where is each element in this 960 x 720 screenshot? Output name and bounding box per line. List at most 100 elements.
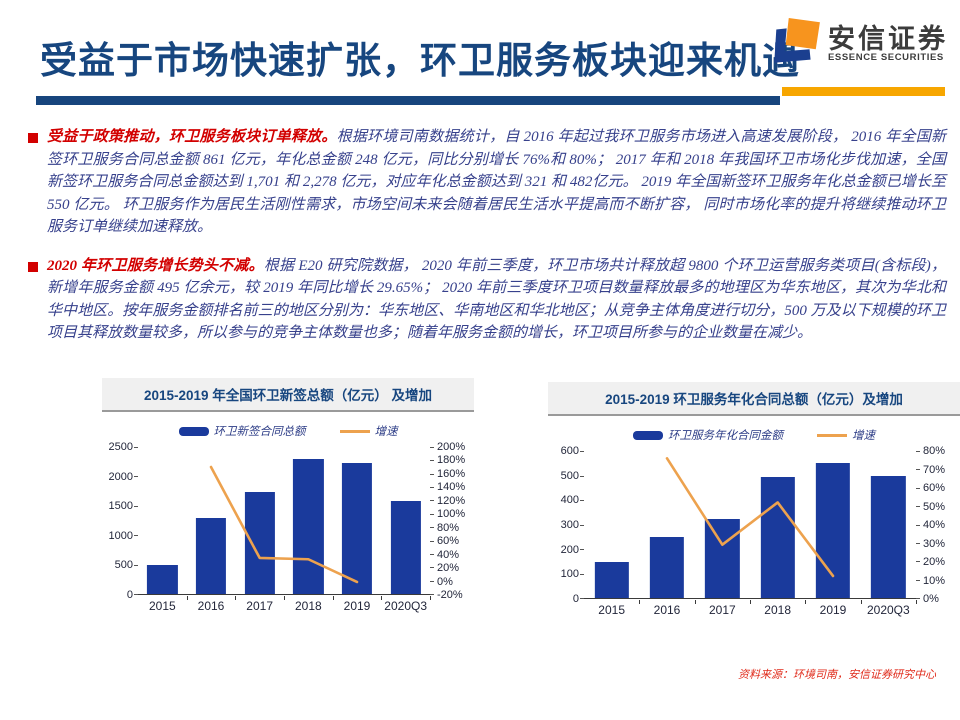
y-axis-tick: 300	[560, 519, 579, 531]
y2-axis-tick-mark	[916, 506, 920, 508]
y2-axis-tick: 80%	[437, 521, 460, 534]
x-axis-label: 2020Q3	[866, 603, 910, 617]
x-axis-label: 2017	[246, 599, 274, 613]
bullet-lead: 2020 年环卫服务增长势头不减。	[47, 257, 264, 274]
growth-line	[584, 451, 916, 598]
y-axis-tick-mark	[580, 549, 584, 550]
essence-securities-logo-icon	[774, 18, 820, 63]
legend-label: 环卫服务年化合同金额	[668, 430, 783, 442]
x-axis-tick-mark	[332, 596, 334, 600]
y2-axis-tick-mark	[916, 561, 920, 563]
y-axis-tick-mark	[580, 598, 584, 599]
chart-new-signed-contracts: 2015-2019 年全国环卫新签总额（亿元） 及增加 环卫新签合同总额 增速 …	[102, 378, 474, 615]
bar	[871, 476, 906, 598]
bullet-square-icon	[28, 133, 38, 143]
chart-body: 0 100 200 300 400 500 600 0% 10% 20% 30% 40% 50% 60%…	[548, 445, 960, 605]
x-axis-label: 2019	[343, 599, 371, 613]
bullet-list: 受益于政策推动，环卫服务板块订单释放。根据环境司南数据统计，自 2016 年起过…	[28, 126, 946, 361]
x-axis-label: 2018	[294, 599, 322, 613]
y-axis-tick-mark	[134, 535, 138, 537]
y2-axis-tick: 180%	[437, 454, 466, 467]
y2-axis-tick-mark	[916, 542, 920, 544]
x-axis-tick-mark	[860, 600, 862, 604]
y-axis: 0 500 1000 1500 2000 2500	[102, 441, 138, 601]
x-axis-tick-mark	[694, 600, 696, 604]
y-axis-tick: 0	[126, 589, 133, 601]
x-axis-label: 2019	[819, 603, 847, 617]
x-axis-tick-mark	[916, 600, 917, 604]
y-axis-tick-mark	[134, 505, 138, 507]
chart-legend: 环卫服务年化合同金额 增速	[548, 427, 960, 443]
bullet-body: 根据环境司南数据统计，自 2016 年起过我环卫服务市场进入高速发展阶段， 20…	[47, 129, 946, 235]
y2-axis-tick: 60%	[923, 482, 946, 494]
chart-title: 2015-2019 环卫服务年化合同总额（亿元）及增加	[548, 382, 960, 416]
chart-title: 2015-2019 年全国环卫新签总额（亿元） 及增加	[102, 378, 474, 412]
x-axis-tick-mark	[284, 596, 285, 600]
y2-axis-tick-mark	[430, 447, 434, 448]
y2-axis-tick-mark	[430, 594, 434, 595]
bullet-item: 2020 年环卫服务增长势头不减。根据 E20 研究院数据， 2020 年前三季…	[28, 255, 946, 345]
y-axis-tick-mark	[134, 476, 138, 478]
legend-item-bar: 环卫新签合同总额	[178, 423, 306, 439]
essence-securities-logo: 安信证券 ESSENCE SECURITIES	[768, 16, 948, 72]
y-axis-tick-mark	[134, 564, 138, 566]
y2-axis-tick-mark	[430, 580, 434, 582]
y2-axis-tick-mark	[916, 524, 920, 526]
y-axis-tick: 1000	[108, 529, 133, 542]
y2-axis-tick: 60%	[437, 535, 460, 548]
y-axis: 0 100 200 300 400 500 600	[548, 445, 584, 605]
y-axis-tick: 500	[114, 559, 133, 572]
x-axis-label: 2017	[708, 603, 736, 617]
growth-line	[138, 447, 430, 594]
y2-axis-tick: 120%	[437, 494, 466, 507]
plot-area	[134, 447, 434, 600]
bar	[293, 459, 324, 594]
y2-axis-tick: 80%	[923, 445, 946, 457]
y-axis-tick-mark	[580, 573, 584, 575]
bar	[341, 462, 373, 594]
y2-axis-tick: 40%	[923, 519, 946, 531]
y-axis-tick: 100	[560, 568, 579, 581]
plot-area	[580, 451, 920, 604]
y2-axis-tick: 30%	[923, 537, 946, 550]
legend-label: 增速	[852, 430, 875, 442]
chart-body: 0 500 1000 1500 2000 2500 -20% 0% 20% 40% 60% 80% 1…	[102, 441, 474, 601]
x-axis-tick-mark	[381, 596, 383, 600]
bar	[649, 536, 685, 598]
y2-axis-tick-mark	[430, 513, 434, 515]
y2-axis-tick: 100%	[437, 508, 466, 521]
y2-axis-tick: 160%	[437, 467, 466, 480]
y2-axis-tick: 40%	[437, 548, 460, 561]
bullet-body: 根据 E20 研究院数据， 2020 年前三季度，环卫市场共计释放超 9800 …	[47, 257, 946, 342]
y-axis-tick-mark	[580, 451, 584, 452]
bar	[594, 562, 629, 598]
bar	[195, 518, 227, 594]
y2-axis-tick-mark	[430, 553, 434, 555]
y2-axis-tick-mark	[916, 469, 920, 471]
bullet-lead: 受益于政策推动，环卫服务板块订单释放。	[47, 129, 337, 145]
x-axis-label: 2016	[197, 599, 225, 613]
y-axis-tick-mark	[580, 475, 584, 477]
bullet-text: 2020 年环卫服务增长势头不减。根据 E20 研究院数据， 2020 年前三季…	[47, 255, 946, 345]
source-note: 资料来源：环境司南，安信证券研究中心	[738, 669, 936, 681]
x-axis-tick-mark	[430, 596, 431, 600]
bar	[147, 565, 178, 594]
y2-axis: -20% 0% 20% 40% 60% 80% 100% 120% 140% 160% 180% 20…	[430, 441, 474, 601]
y-axis-tick-mark	[134, 594, 138, 595]
legend-line-swatch-icon	[817, 433, 847, 437]
y2-axis-tick-mark	[916, 598, 920, 599]
bar	[705, 519, 740, 598]
x-axis-tick-mark	[750, 600, 751, 604]
y2-axis-tick-mark	[430, 487, 434, 489]
bullet-item: 受益于政策推动，环卫服务板块订单释放。根据环境司南数据统计，自 2016 年起过…	[28, 126, 946, 239]
y2-axis-tick: 20%	[923, 556, 946, 568]
y2-axis-tick-mark	[916, 579, 920, 581]
y-axis-tick: 500	[560, 469, 579, 482]
y2-axis-tick: 200%	[437, 441, 466, 453]
legend-item-bar: 环卫服务年化合同金额	[633, 427, 783, 443]
x-axis-label: 2016	[653, 603, 681, 617]
y2-axis-tick: 140%	[437, 481, 466, 494]
y-axis-tick: 2000	[108, 470, 133, 483]
y-axis-tick: 0	[572, 593, 579, 605]
